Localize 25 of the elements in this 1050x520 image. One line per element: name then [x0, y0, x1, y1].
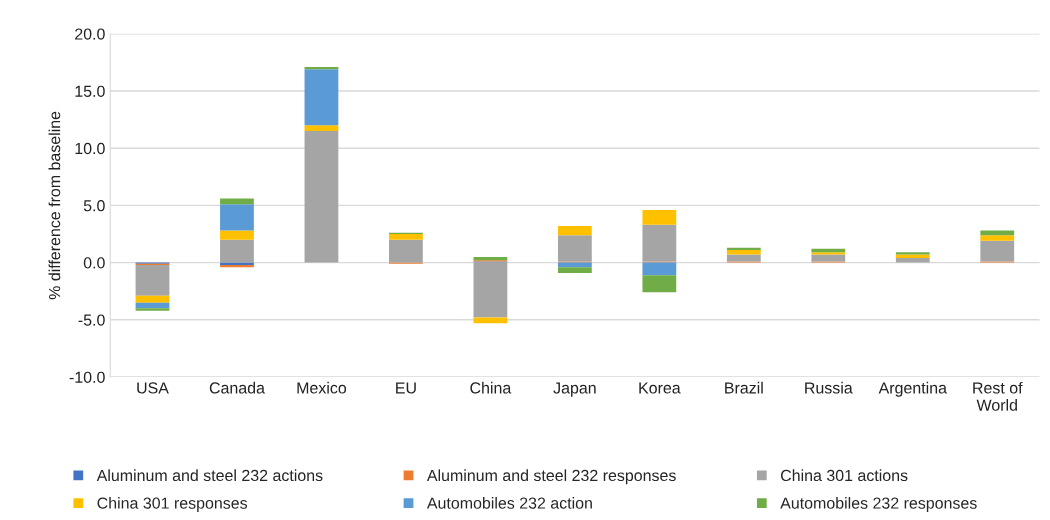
y-tick-label: 0.0	[83, 257, 105, 269]
x-tick-label: USA	[137, 382, 169, 394]
y-tick-label: 15.0	[75, 85, 105, 97]
legend-label: Aluminum and steel 232 responses	[426, 469, 676, 485]
legend-label: Aluminum and steel 232 actions	[96, 469, 323, 482]
x-tick-label: Mexico	[297, 381, 347, 394]
x-tick-label: Argentina	[878, 381, 947, 397]
x-tick-label: Japan	[553, 382, 596, 397]
x-tick-label: Korea	[639, 382, 681, 394]
y-axis-title: % difference from baseline	[48, 111, 61, 300]
x-tick-label: Russia	[805, 381, 853, 394]
legend-label: Automobiles 232 action	[426, 497, 592, 509]
y-tick-label: 5.0	[83, 200, 105, 212]
y-tick-label: -10.0	[69, 371, 105, 383]
x-tick-label: Brazil	[725, 381, 763, 394]
x-tick-label: Rest of World	[973, 381, 1023, 411]
y-tick-label: 10.0	[75, 142, 105, 155]
y-tick-label: -5.0	[78, 314, 105, 326]
legend-label: China 301 responses	[97, 497, 248, 512]
x-tick-label: Canada	[209, 381, 265, 394]
legend-label: Automobiles 232 responses	[780, 497, 977, 512]
legend-label: China 301 actions	[780, 469, 908, 482]
x-tick-label: China	[470, 381, 512, 394]
x-tick-label: EU	[396, 382, 416, 394]
y-tick-label: 20.0	[75, 28, 105, 40]
